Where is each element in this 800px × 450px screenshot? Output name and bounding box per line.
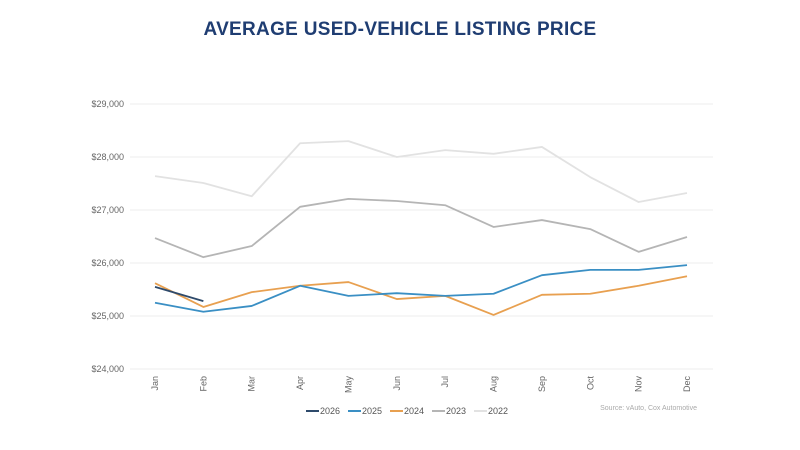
x-tick-label: Aug <box>489 376 499 392</box>
source-note: Source: vAuto, Cox Automotive <box>600 405 697 412</box>
y-tick-label: $27,000 <box>91 205 124 215</box>
series-line-2025 <box>154 264 688 313</box>
x-tick-label: Jan <box>150 376 160 391</box>
legend-label-2022: 2022 <box>488 406 508 416</box>
series-line-2023 <box>154 197 688 259</box>
y-tick-label: $26,000 <box>91 258 124 268</box>
chart-title: AVERAGE USED-VEHICLE LISTING PRICE <box>203 19 597 40</box>
x-tick-label: Jul <box>440 376 450 388</box>
y-tick-label: $28,000 <box>91 152 124 162</box>
legend-label-2023: 2023 <box>446 406 466 416</box>
x-tick-label: Dec <box>682 376 692 393</box>
x-tick-label: Feb <box>198 376 208 392</box>
legend-label-2024: 2024 <box>404 406 424 416</box>
x-tick-label: Sep <box>537 376 547 392</box>
x-tick-label: Nov <box>634 376 644 393</box>
x-tick-label: Apr <box>295 376 305 390</box>
x-tick-label: May <box>343 376 353 394</box>
y-tick-label: $29,000 <box>91 99 124 109</box>
legend-label-2026: 2026 <box>320 406 340 416</box>
legend-label-2025: 2025 <box>362 406 382 416</box>
series-line-2026 <box>154 285 204 303</box>
x-tick-label: Oct <box>585 376 595 391</box>
series-line-2022 <box>154 140 688 203</box>
x-tick-label: Mar <box>247 376 257 392</box>
y-tick-label: $25,000 <box>91 311 124 321</box>
y-tick-label: $24,000 <box>91 364 124 374</box>
x-tick-label: Jun <box>392 376 402 391</box>
series-line-2024 <box>154 275 688 316</box>
